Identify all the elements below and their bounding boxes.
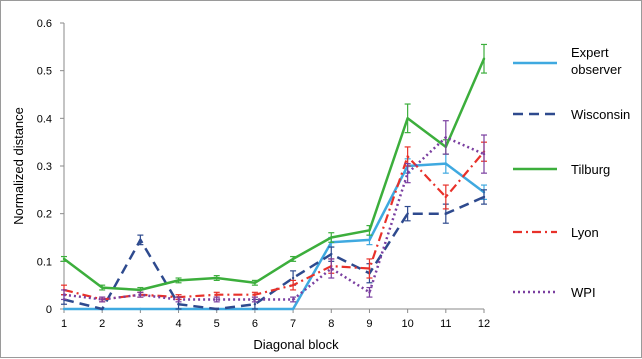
x-tick-label: 5 <box>214 318 220 330</box>
x-tick-label: 2 <box>99 318 105 330</box>
data-point <box>177 279 180 282</box>
data-point <box>253 293 257 296</box>
data-point <box>62 307 66 311</box>
series-layer <box>61 43 487 311</box>
data-point <box>406 155 409 158</box>
y-tick-label: 0 <box>46 304 52 316</box>
x-tick-label: 9 <box>366 318 372 330</box>
data-point <box>444 195 448 199</box>
data-point <box>100 307 104 311</box>
data-point <box>215 307 218 311</box>
data-point <box>330 236 333 239</box>
data-point <box>330 267 333 270</box>
y-tick-label: 0.1 <box>37 256 52 268</box>
data-point <box>215 276 218 280</box>
x-tick-label: 12 <box>478 318 490 330</box>
data-point <box>253 298 257 301</box>
series-wpi <box>61 120 487 303</box>
x-axis-label: Diagonal block <box>253 337 339 352</box>
legend-label-line: observer <box>571 62 622 77</box>
data-point <box>177 298 180 301</box>
legend-label: WPI <box>571 285 596 300</box>
x-tick-label: 7 <box>290 318 296 330</box>
data-point <box>368 229 371 232</box>
data-point <box>253 303 257 306</box>
data-point <box>444 136 448 139</box>
series-tilburg <box>61 43 487 293</box>
data-point <box>406 212 409 215</box>
y-tick-label: 0.6 <box>37 18 52 30</box>
legend-label-line: Expert <box>571 45 609 60</box>
legend-label: Lyon <box>571 225 599 240</box>
legend-label: Wisconsin <box>571 107 630 122</box>
x-tick-label: 10 <box>402 318 414 330</box>
series-expert-observer <box>62 153 487 311</box>
series-line <box>63 136 485 301</box>
data-point <box>291 283 295 287</box>
data-point <box>482 57 486 60</box>
y-tick-label: 0.5 <box>37 66 52 78</box>
data-point <box>330 252 333 256</box>
data-point <box>253 281 257 284</box>
x-tick-label: 8 <box>328 318 334 330</box>
series-wisconsin <box>61 189 487 311</box>
data-point <box>406 117 409 120</box>
data-point <box>291 276 295 280</box>
data-point <box>291 257 295 261</box>
data-point <box>62 257 66 261</box>
data-point <box>368 267 371 270</box>
data-point <box>368 291 371 294</box>
data-point <box>139 288 142 292</box>
series-line <box>63 195 485 311</box>
data-point <box>215 298 218 301</box>
series-line <box>63 58 486 292</box>
data-point <box>368 238 371 242</box>
legend-label: Tilburg <box>571 162 610 177</box>
x-tick-label: 3 <box>137 318 143 330</box>
data-point <box>62 293 66 296</box>
data-point <box>177 303 180 306</box>
axes: 00.10.20.30.40.50.61 2 3 4 5 6 7 8 9 10 11 12 <box>37 18 490 330</box>
y-axis-label: Normalized distance <box>11 107 26 225</box>
x-tick-label: 1 <box>61 318 67 330</box>
data-point <box>215 293 218 296</box>
y-tick-label: 0.3 <box>37 161 52 173</box>
data-point <box>291 298 295 301</box>
x-tick-label: 6 <box>252 318 258 330</box>
data-point <box>444 162 448 165</box>
data-point <box>444 212 448 215</box>
data-point <box>482 195 486 199</box>
series-line <box>63 150 485 301</box>
data-point <box>482 152 486 156</box>
y-tick-label: 0.4 <box>37 113 52 125</box>
x-tick-label: 11 <box>440 318 451 330</box>
x-tick-label: 4 <box>175 318 181 330</box>
y-tick-label: 0.2 <box>37 209 52 221</box>
legend-label: Expert observer <box>571 45 622 77</box>
data-point <box>100 286 104 289</box>
legend: Expert observer Wisconsin Tilburg Lyon WPI <box>513 45 630 300</box>
series-line <box>64 162 485 311</box>
data-point <box>406 171 409 175</box>
data-point <box>139 238 142 242</box>
data-point <box>291 307 295 311</box>
data-point <box>100 298 104 301</box>
data-point <box>139 293 142 296</box>
data-point <box>139 307 142 311</box>
